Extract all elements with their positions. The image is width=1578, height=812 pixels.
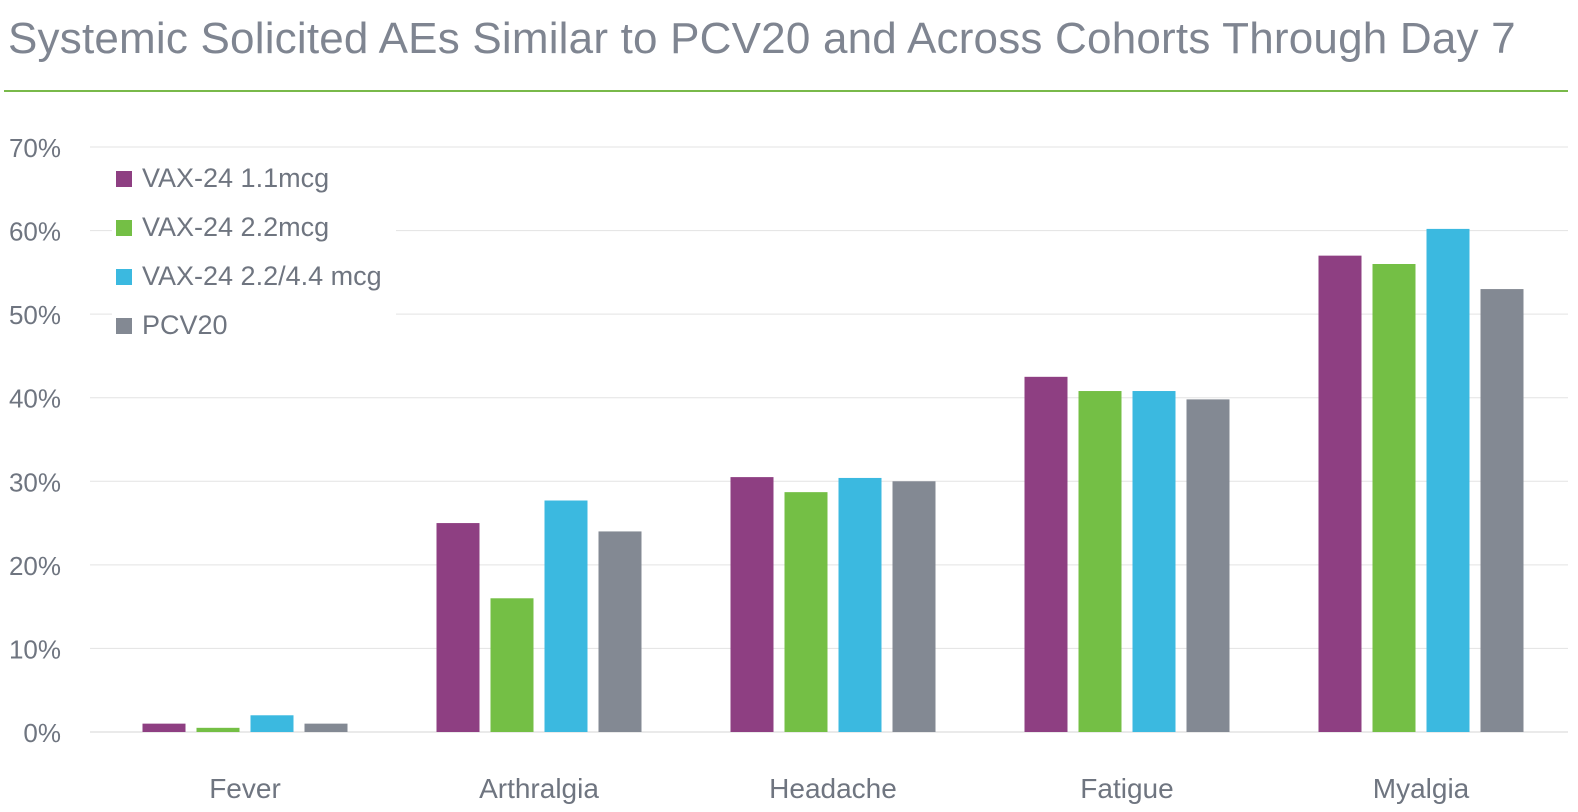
legend-item: VAX-24 2.2/4.4 mcg: [116, 252, 382, 301]
bar: [304, 723, 348, 732]
legend-swatch: [116, 170, 132, 187]
bar: [598, 531, 642, 732]
bar: [1186, 399, 1230, 732]
y-tick-label: 50%: [9, 300, 61, 330]
y-axis-tick-labels: 0% 10% 20% 30% 40% 50% 60% 70%: [9, 133, 61, 748]
bar: [784, 492, 828, 732]
x-category-label: Myalgia: [1373, 773, 1470, 804]
bar: [1024, 376, 1068, 732]
legend-item: PCV20: [116, 301, 382, 350]
x-category-label: Arthralgia: [479, 773, 599, 804]
x-category-label: Fever: [209, 773, 281, 804]
y-tick-label: 70%: [9, 133, 61, 163]
y-tick-label: 20%: [9, 551, 61, 581]
bar: [1372, 264, 1416, 732]
bar: [1132, 391, 1176, 732]
bar: [1426, 228, 1470, 732]
y-tick-label: 30%: [9, 467, 61, 497]
legend-label: VAX-24 2.2/4.4 mcg: [142, 261, 382, 291]
bar: [1318, 255, 1362, 732]
legend-label: PCV20: [142, 310, 228, 340]
legend-label: VAX-24 2.2mcg: [142, 212, 330, 242]
bar: [1480, 289, 1524, 732]
legend-label: VAX-24 1.1mcg: [142, 163, 330, 193]
legend: VAX-24 1.1mcg VAX-24 2.2mcg VAX-24 2.2/4…: [112, 152, 396, 352]
bar: [142, 723, 186, 732]
title-underline: [4, 90, 1568, 92]
legend-item: VAX-24 2.2mcg: [116, 203, 382, 252]
bar: [490, 598, 534, 732]
x-category-label: Fatigue: [1080, 773, 1173, 804]
y-tick-label: 10%: [9, 634, 61, 664]
bar: [838, 477, 882, 732]
y-tick-label: 0%: [23, 718, 61, 748]
legend-item: VAX-24 1.1mcg: [116, 154, 382, 203]
x-category-label: Headache: [769, 773, 897, 804]
bar: [196, 727, 240, 732]
bar: [544, 500, 588, 732]
y-tick-label: 60%: [9, 217, 61, 247]
bar: [250, 715, 294, 732]
bar: [1078, 391, 1122, 732]
bar: [730, 477, 774, 732]
chart-title: Systemic Solicited AEs Similar to PCV20 …: [8, 14, 1516, 63]
bar: [892, 481, 936, 732]
bar: [436, 523, 480, 732]
bars: [142, 228, 1524, 732]
legend-swatch: [116, 268, 132, 285]
y-tick-label: 40%: [9, 384, 61, 414]
legend-swatch: [116, 317, 132, 334]
legend-swatch: [116, 219, 132, 236]
x-axis-category-labels: Fever Arthralgia Headache Fatigue Myalgia: [209, 773, 1469, 804]
